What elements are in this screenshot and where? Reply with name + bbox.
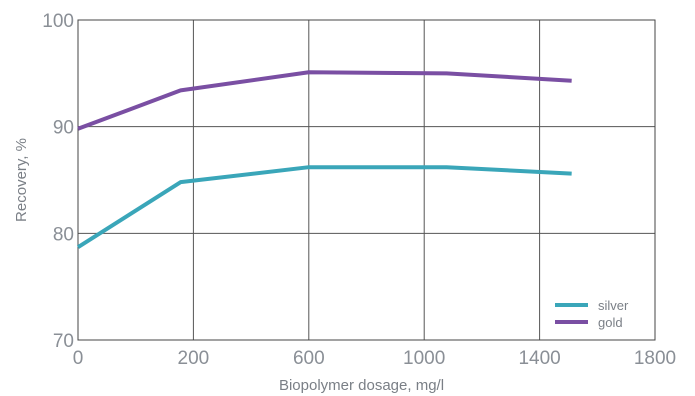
chart-grid	[78, 20, 655, 340]
y-tick-label: 90	[53, 118, 74, 139]
x-tick-label: 1800	[634, 348, 676, 369]
plot-frame	[77, 19, 656, 341]
x-axis-title: Biopolymer dosage, mg/l	[279, 377, 444, 394]
legend-label-gold: gold	[598, 315, 623, 330]
y-tick-label: 100	[42, 11, 74, 32]
y-tick-label: 70	[53, 331, 74, 352]
legend-label-silver: silver	[598, 298, 629, 313]
y-tick-label: 80	[53, 224, 74, 245]
x-tick-label: 1000	[403, 348, 445, 369]
x-tick-label: 0	[73, 348, 84, 369]
series-lines	[76, 70, 572, 249]
y-axis-title: Recovery, %	[13, 138, 30, 222]
x-tick-label: 200	[178, 348, 210, 369]
x-tick-label: 1400	[518, 348, 560, 369]
x-tick-labels: 0 200 600 1000 1400 1800	[73, 348, 676, 369]
series-line-silver	[76, 165, 572, 249]
legend: silver gold	[555, 298, 629, 330]
y-tick-labels: 70 80 90 100	[42, 11, 74, 352]
series-line-gold	[77, 70, 572, 131]
x-tick-label: 600	[293, 348, 325, 369]
